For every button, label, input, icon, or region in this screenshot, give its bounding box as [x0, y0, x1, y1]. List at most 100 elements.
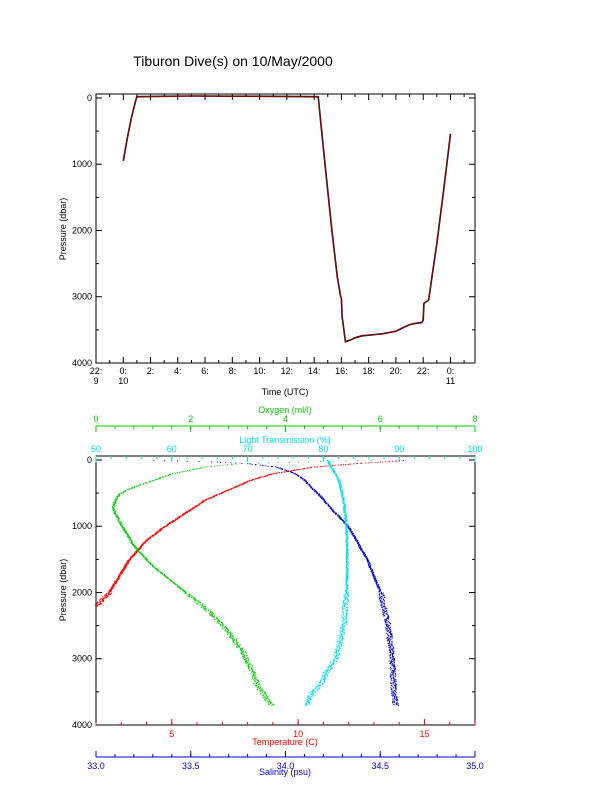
data-point: [253, 679, 255, 681]
data-point: [347, 578, 349, 580]
data-point: [264, 476, 266, 477]
data-point: [305, 699, 307, 701]
data-point: [336, 640, 338, 642]
data-point: [388, 649, 390, 651]
data-point: [394, 680, 396, 682]
data-point: [342, 638, 344, 640]
data-point: [322, 679, 324, 681]
data-point: [109, 594, 111, 596]
data-point: [340, 640, 342, 642]
data-point: [340, 486, 342, 488]
data-point: [146, 558, 148, 559]
data-point: [354, 537, 355, 539]
data-point: [330, 509, 332, 510]
data-point: [372, 576, 374, 578]
data-point: [390, 628, 391, 630]
data-point: [110, 588, 112, 590]
data-point: [379, 601, 381, 603]
data-point: [341, 495, 343, 497]
data-point: [120, 521, 122, 523]
data-point: [100, 599, 102, 601]
data-point: [343, 464, 345, 466]
data-point: [123, 566, 125, 568]
data-point: [393, 671, 395, 673]
data-point: [347, 598, 349, 600]
data-point: [342, 625, 343, 626]
data-point: [389, 640, 391, 641]
data-point: [347, 541, 349, 543]
data-point: [363, 554, 365, 556]
data-point: [114, 512, 116, 514]
data-point: [389, 642, 390, 644]
data-point: [379, 592, 381, 594]
data-point: [111, 592, 112, 594]
data-point: [332, 664, 334, 665]
data-point: [345, 517, 347, 519]
data-point: [324, 676, 326, 678]
data-point: [331, 467, 333, 469]
data-point: [385, 461, 387, 463]
data-point: [115, 499, 117, 501]
data-point: [346, 622, 348, 623]
data-point: [336, 652, 338, 654]
data-point: [337, 650, 338, 652]
data-point: [346, 542, 348, 544]
data-point: [256, 685, 258, 686]
data-point: [343, 600, 345, 602]
data-point: [230, 637, 232, 639]
data-point: [377, 586, 379, 588]
data-point: [389, 622, 391, 623]
data-point: [146, 540, 148, 542]
data-point: [395, 690, 396, 692]
data-point: [326, 675, 328, 677]
data-point: [389, 661, 391, 663]
data-point: [390, 657, 392, 659]
data-point: [342, 637, 344, 639]
data-point: [310, 691, 312, 692]
data-point: [347, 575, 349, 577]
data-point: [346, 568, 347, 570]
data-point: [395, 679, 397, 681]
data-point: [337, 515, 339, 517]
data-point: [300, 468, 302, 470]
data-point: [390, 669, 392, 671]
data-point: [327, 462, 329, 464]
data-point: [152, 566, 153, 568]
data-point: [199, 601, 201, 603]
data-point: [391, 652, 393, 654]
data-point: [356, 541, 358, 543]
data-point: [338, 642, 340, 644]
data-point: [267, 696, 269, 698]
data-point: [392, 700, 394, 702]
data-point: [212, 496, 214, 498]
data-point: [133, 487, 135, 489]
data-point: [239, 646, 240, 648]
data-point: [348, 595, 350, 597]
data-point: [392, 694, 394, 696]
data-point: [198, 461, 200, 463]
data-point: [112, 585, 114, 587]
data-point: [201, 604, 203, 606]
data-point: [383, 595, 385, 597]
data-point: [308, 483, 310, 485]
data-point: [241, 647, 243, 649]
data-point: [334, 473, 336, 474]
data-point: [154, 568, 156, 570]
depth-trace-outline: [122, 95, 452, 343]
data-point: [164, 460, 166, 462]
data-point: [344, 621, 346, 623]
data-point: [344, 629, 346, 631]
data-point: [298, 469, 300, 470]
x-tick-label: 6:: [201, 366, 209, 376]
data-point: [235, 463, 237, 465]
data-point: [333, 663, 335, 665]
data-point: [319, 495, 321, 497]
data-point: [390, 647, 392, 649]
data-point: [183, 513, 185, 515]
data-point: [123, 526, 125, 528]
data-point: [336, 655, 338, 657]
extra-axis-tick-label: 90: [394, 444, 404, 454]
data-point: [389, 460, 390, 462]
data-point: [183, 512, 185, 514]
data-point: [346, 620, 348, 622]
